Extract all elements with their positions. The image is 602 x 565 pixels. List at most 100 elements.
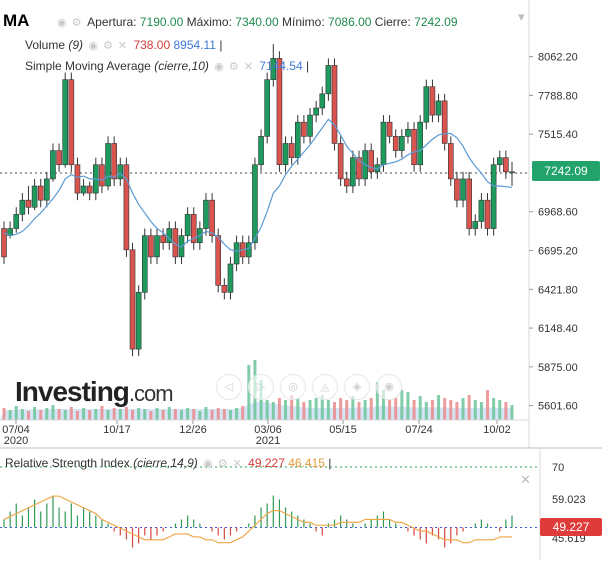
volume-bar <box>20 409 24 420</box>
candle-body <box>496 157 503 166</box>
low-label: Mínimo: <box>282 15 325 29</box>
logo-text: Investing <box>15 376 130 407</box>
candle-body <box>423 86 430 123</box>
candle-body <box>154 235 160 258</box>
eye-icon[interactable]: ◉ <box>57 17 68 29</box>
x-tick-label: 10/02 <box>483 424 511 436</box>
rsi-param: (cierre,14,9) <box>133 456 198 470</box>
volume-bar <box>473 400 477 420</box>
volume-bar <box>455 402 459 420</box>
volume-ma-value: 8954.11 <box>173 38 216 52</box>
zoom-in-icon[interactable]: ◬ <box>312 374 338 400</box>
x-tick-label: 12/26 <box>179 424 207 436</box>
close-icon[interactable]: ✕ <box>243 61 254 73</box>
volume-bar <box>222 409 226 420</box>
gear-icon[interactable]: ⚙ <box>217 458 229 470</box>
low-value: 7086.00 <box>328 15 372 29</box>
y-tick-label: 6421.80 <box>538 284 578 296</box>
volume-bar <box>443 398 447 420</box>
close-icon[interactable]: ✕ <box>232 458 243 470</box>
volume-bar <box>149 411 153 420</box>
open-label: Apertura: <box>87 15 137 29</box>
candle-body <box>184 214 191 236</box>
eye-icon[interactable]: ◉ <box>214 61 225 73</box>
volume-bar <box>118 409 122 420</box>
volume-bar <box>369 398 373 420</box>
scroll-right-icon[interactable]: ▷ <box>248 374 274 400</box>
volume-bar <box>375 382 379 420</box>
candle-body <box>221 284 228 293</box>
candle-body <box>258 136 264 166</box>
candle-body <box>50 150 56 180</box>
volume-bar <box>198 411 202 420</box>
close-value: 7242.09 <box>414 15 458 29</box>
volume-bar <box>94 409 98 420</box>
y-tick-label: 7515.40 <box>538 129 578 141</box>
gear-icon[interactable]: ⚙ <box>228 61 240 73</box>
volume-bar <box>33 407 37 420</box>
fullscreen-icon[interactable]: ◉ <box>376 374 402 400</box>
rsi-signal-value: 46.415 <box>288 456 325 470</box>
candle-body <box>44 178 50 201</box>
volume-bar <box>131 410 135 420</box>
volume-bar <box>400 390 404 420</box>
close-icon[interactable]: ✕ <box>520 472 531 487</box>
candle-body <box>276 58 283 166</box>
volume-bar <box>100 406 104 420</box>
candle-body <box>246 242 252 258</box>
volume-bar <box>326 400 330 420</box>
gear-icon[interactable]: ⚙ <box>103 40 114 52</box>
volume-header: Volume (9) ◉ ⚙ ✕ 738.00 8954.11 | <box>25 38 222 52</box>
candle-body <box>215 235 222 286</box>
close-icon[interactable]: ✕ <box>117 40 129 52</box>
volume-bar <box>106 410 110 420</box>
volume-bar <box>479 402 483 420</box>
volume-bar <box>388 400 392 420</box>
y-tick-label: 6695.20 <box>538 245 578 257</box>
reset-icon[interactable]: ◈ <box>344 374 370 400</box>
scroll-left-icon[interactable]: ◁ <box>216 374 242 400</box>
candle-body <box>264 79 270 137</box>
candle-body <box>399 136 405 151</box>
volume-bar <box>339 398 343 420</box>
candle-body <box>190 214 197 244</box>
candle-body <box>233 242 240 265</box>
volume-bar <box>461 398 465 420</box>
candle-body <box>447 143 454 180</box>
volume-bar <box>167 407 171 420</box>
candle-body <box>503 157 509 173</box>
candle-body <box>380 121 387 166</box>
candle-body <box>343 178 350 187</box>
candle-body <box>411 128 417 166</box>
x-tick-label: 10/17 <box>103 424 131 436</box>
volume-bar <box>437 395 441 420</box>
zoom-out-icon[interactable]: ◎ <box>280 374 306 400</box>
gear-icon[interactable]: ⚙ <box>71 17 83 29</box>
candle-body <box>56 150 62 166</box>
volume-bar <box>284 400 288 420</box>
volume-bar <box>235 408 239 420</box>
y-tick-label: 7788.80 <box>538 90 578 102</box>
y-tick-label: 5601.60 <box>538 401 578 413</box>
x-tick-label: 05/15 <box>329 424 357 436</box>
candle-body <box>454 178 460 201</box>
candle-body <box>319 93 326 109</box>
y-tick-label: 6968.60 <box>538 207 578 219</box>
candle-body <box>368 150 375 173</box>
volume-bar <box>51 405 55 420</box>
eye-icon[interactable]: ◉ <box>88 40 99 52</box>
candle-body <box>313 107 319 116</box>
volume-bar <box>498 400 502 420</box>
chevron-down-icon[interactable]: ▾ <box>518 9 525 24</box>
eye-icon[interactable]: ◉ <box>203 458 214 470</box>
sma-line <box>3 118 513 252</box>
candle-body <box>466 178 472 229</box>
volume-bar <box>173 409 177 420</box>
candle-body <box>301 121 307 137</box>
rsi-tick-label: 70 <box>552 462 564 474</box>
rsi-value-badge: 49.227 <box>540 518 602 536</box>
rsi-tick-label: 59.023 <box>552 494 586 506</box>
candle-body <box>227 263 234 293</box>
volume-label: Volume <box>25 38 66 52</box>
